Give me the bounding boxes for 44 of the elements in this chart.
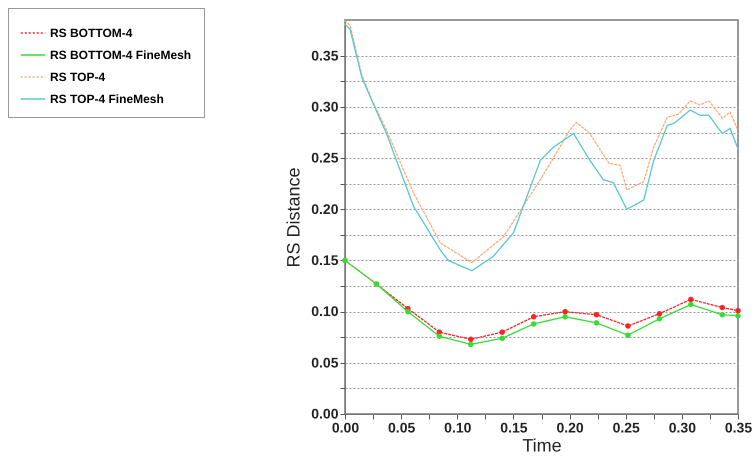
point [625, 332, 631, 338]
point [468, 342, 474, 348]
point [735, 313, 741, 318]
x-tick-label: 0.15 [500, 420, 528, 436]
x-tick-label: 0.00 [332, 420, 360, 436]
y-tick-label: 0.35 [311, 47, 339, 64]
x-tick-label: 0.25 [612, 420, 640, 436]
point [562, 308, 568, 314]
y-tick-label: 0.10 [311, 303, 339, 320]
point [594, 312, 600, 318]
y-tick-label: 0.25 [311, 150, 339, 166]
legend-label: RS TOP-4 [50, 70, 106, 84]
y-axis-title: RS Distance [283, 167, 304, 268]
point [530, 314, 536, 320]
point [720, 312, 726, 318]
y-tick-label: 0.30 [311, 98, 339, 114]
y-tick-label: 0.00 [311, 406, 339, 422]
y-tick-label: 0.15 [311, 252, 339, 268]
x-tick-label: 0.30 [668, 420, 696, 436]
y-tick-label: 0.05 [311, 354, 339, 370]
x-tick-label: 0.10 [444, 420, 472, 436]
point [735, 308, 741, 314]
x-axis-title: Time [522, 436, 562, 456]
point [720, 304, 726, 310]
x-tick-label: 0.05 [388, 420, 416, 436]
point [688, 302, 694, 308]
legend-label: RS BOTTOM-4 FineMesh [50, 48, 192, 62]
point [688, 296, 694, 302]
point [594, 320, 600, 326]
legend-label: RS BOTTOM-4 [50, 26, 133, 40]
point [468, 336, 474, 342]
x-tick-label: 0.35 [724, 420, 752, 436]
point [625, 323, 631, 329]
point [562, 314, 568, 320]
point [405, 308, 411, 314]
point [656, 310, 662, 316]
point [656, 316, 662, 322]
point [499, 336, 505, 342]
point [436, 333, 442, 339]
point [530, 321, 536, 327]
y-tick-label: 0.20 [311, 200, 339, 217]
legend-label: RS TOP-4 FineMesh [50, 92, 164, 106]
x-tick-label: 0.20 [556, 420, 584, 436]
point [499, 329, 505, 335]
